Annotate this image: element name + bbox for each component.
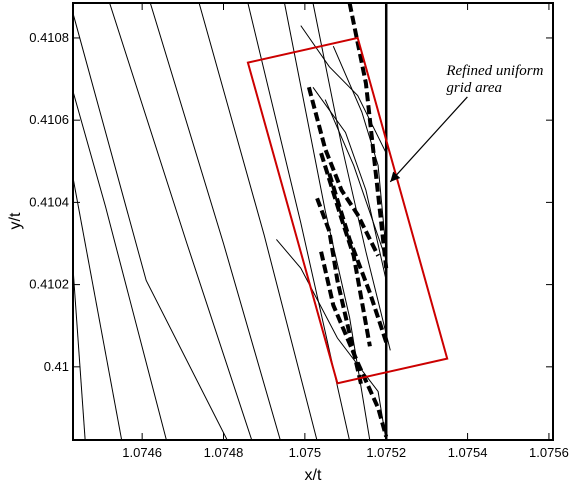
contour-line-12 (332, 46, 387, 252)
contour-line-6 (149, 3, 281, 440)
y-tick-label: 0.41 (44, 359, 69, 374)
refined-region-box (246, 36, 449, 385)
contour-line-11 (324, 99, 387, 261)
x-tick-label: 1.0752 (366, 445, 406, 460)
x-tick-label: 1.0748 (204, 445, 244, 460)
annotation-text-line: grid area (446, 80, 502, 96)
x-tick-label: 1.0756 (529, 445, 569, 460)
contour-line-5 (109, 3, 253, 440)
contour-line-7 (198, 3, 318, 440)
plot-frame (72, 2, 554, 441)
x-tick-label: 1.075 (289, 445, 322, 460)
annotation-text-line: Refined uniform (445, 63, 543, 79)
contour-line-3 (73, 177, 123, 440)
x-axis-label: x/t (305, 467, 322, 484)
contour-line-9 (284, 3, 371, 440)
dashed-contour-1 (347, 3, 389, 269)
contour-line-2 (73, 91, 167, 440)
y-axis-label: y/t (7, 212, 24, 229)
y-tick-label: 0.4102 (29, 277, 69, 292)
dashed-contour-5 (319, 251, 389, 438)
y-axis-ticks: 0.41 0.4102 0.4104 0.4106 0.4108 (29, 30, 553, 374)
contour-line-4 (73, 268, 86, 440)
y-tick-label: 0.4104 (29, 194, 69, 209)
y-tick-label: 0.4108 (29, 30, 69, 45)
contour-line-15 (276, 239, 387, 440)
contour-line-1 (73, 13, 228, 440)
dashed-contour-6 (327, 173, 389, 343)
x-tick-label: 1.0754 (448, 445, 488, 460)
x-tick-label: 1.0746 (122, 445, 162, 460)
x-axis-ticks: 1.0746 1.0748 1.075 1.0752 1.0754 1.0756 (122, 3, 569, 460)
contour-lines (73, 3, 391, 440)
overlay (246, 3, 449, 440)
annotation-arrow (389, 96, 468, 183)
contour-line-10 (312, 3, 391, 351)
dashed-contour-2 (306, 86, 380, 257)
y-tick-label: 0.4106 (29, 112, 69, 127)
